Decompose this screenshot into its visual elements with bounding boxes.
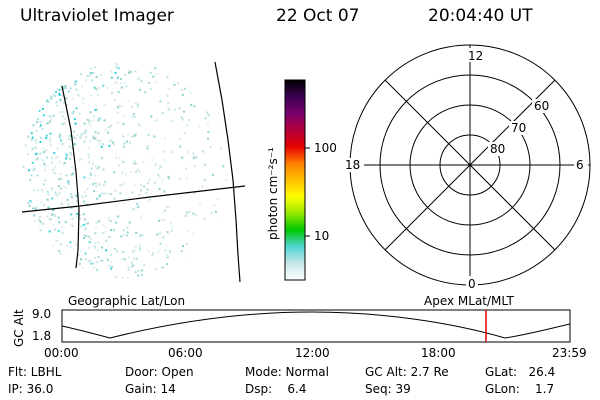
image-date: 22 Oct 07	[276, 6, 360, 26]
mlt-label-dusk: 18	[345, 158, 360, 172]
time-tick-label: 06:00	[168, 346, 203, 360]
mode-info: Mode: Normal	[245, 365, 329, 379]
gc-altitude-curve	[61, 311, 571, 339]
gc-alt-tick-label: 9.0	[32, 307, 51, 321]
gc-alt-info: GC Alt: 2.7 Re	[365, 365, 449, 379]
gc-alt-axis-label: GC Alt	[12, 309, 26, 347]
time-tick-label: 23:59	[552, 346, 587, 360]
longitude-line	[61, 85, 80, 269]
color-bar: 100 10 photon cm⁻²s⁻¹	[266, 79, 337, 281]
mlt-label-midnight: 0	[468, 277, 476, 291]
orbit-timeline: Geographic Lat/Lon Apex MLat/MLT GC Alt …	[12, 294, 587, 360]
image-time: 20:04:40 UT	[428, 6, 533, 26]
latitude-line	[21, 185, 246, 213]
timeline-left-label: Geographic Lat/Lon	[68, 294, 185, 308]
time-tick-label: 18:00	[421, 346, 456, 360]
time-tick-label: 00:00	[44, 346, 79, 360]
timeline-right-label: Apex MLat/MLT	[424, 294, 514, 308]
seq-info: Seq: 39	[365, 382, 411, 396]
timeline-frame	[61, 309, 571, 343]
color-bar-tick-label: 100	[314, 141, 337, 155]
time-tick-label: 12:00	[295, 346, 330, 360]
glat-info: GLat: 26.4	[485, 365, 556, 379]
right-boundary-line	[214, 61, 241, 283]
lat-label-70: 70	[511, 121, 526, 135]
filter-info: Flt: LBHL	[8, 365, 62, 379]
door-info: Door: Open	[125, 365, 194, 379]
gc-alt-tick-label: 1.8	[32, 329, 51, 343]
lat-label-80: 80	[490, 142, 505, 156]
polar-plot	[349, 44, 591, 286]
color-bar-unit-label: photon cm⁻²s⁻¹	[266, 147, 280, 240]
dsp-info: Dsp: 6.4	[245, 382, 307, 396]
glon-info: GLon: 1.7	[485, 382, 555, 396]
gain-info: Gain: 14	[125, 382, 176, 396]
lat-label-60: 60	[534, 99, 549, 113]
mlt-label-noon: 12	[468, 49, 483, 63]
image-title: Ultraviolet Imager	[20, 6, 174, 26]
ip-info: IP: 36.0	[8, 382, 54, 396]
color-bar-gradient	[284, 79, 306, 281]
mlt-label-dawn: 6	[576, 158, 584, 172]
color-bar-tick-label: 10	[314, 229, 329, 243]
polar-axis-diagonal	[384, 79, 556, 251]
uv-image-globe	[21, 61, 246, 283]
